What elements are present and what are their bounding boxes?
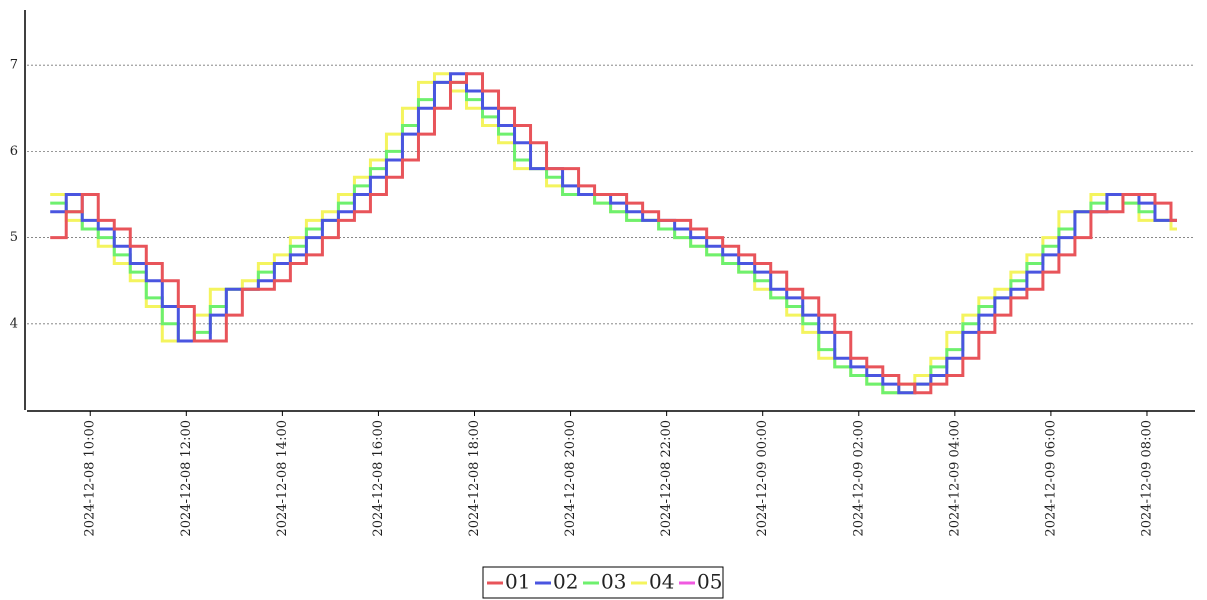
y-tick-label: 7 [10, 58, 18, 73]
x-tick-label: 2024-12-08 16:00 [371, 420, 386, 537]
x-tick-label: 2024-12-08 12:00 [179, 420, 194, 537]
legend-label: 05 [697, 570, 722, 594]
x-tick-label: 2024-12-09 06:00 [1043, 420, 1058, 537]
series-line [50, 72, 1177, 395]
series-line [50, 72, 1177, 395]
x-tick-label: 2024-12-09 04:00 [947, 420, 962, 537]
x-tick-label: 2024-12-09 00:00 [755, 420, 770, 537]
y-tick-label: 5 [10, 230, 18, 245]
x-tick-label: 2024-12-08 10:00 [83, 420, 98, 537]
x-tick-label: 2024-12-08 22:00 [659, 420, 674, 537]
legend-label: 03 [601, 570, 626, 594]
x-tick-label: 2024-12-09 02:00 [851, 420, 866, 537]
legend-label: 01 [505, 570, 530, 594]
x-tick-label: 2024-12-09 08:00 [1139, 420, 1154, 537]
x-tick-label: 2024-12-08 14:00 [275, 420, 290, 537]
series-line [50, 72, 1177, 395]
x-tick-label: 2024-12-08 20:00 [563, 420, 578, 537]
y-tick-label: 4 [10, 316, 18, 331]
y-tick-label: 6 [10, 144, 18, 159]
legend-label: 02 [553, 570, 578, 594]
legend-label: 04 [649, 570, 674, 594]
x-tick-label: 2024-12-08 18:00 [467, 420, 482, 537]
